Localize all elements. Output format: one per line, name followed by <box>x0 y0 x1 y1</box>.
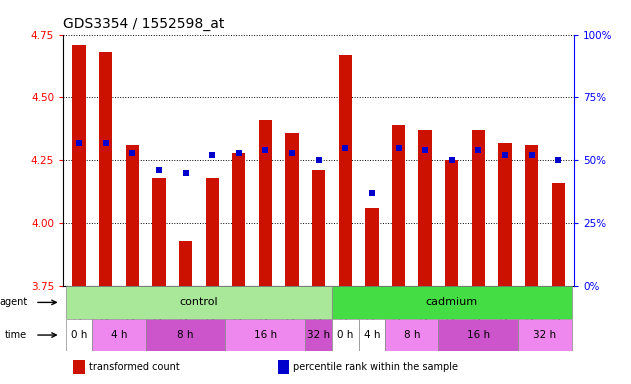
Point <box>420 147 430 153</box>
Point <box>367 190 377 196</box>
Bar <box>472 130 485 286</box>
Bar <box>66 319 92 351</box>
Bar <box>518 319 572 351</box>
Bar <box>225 319 305 351</box>
Bar <box>339 55 352 286</box>
Text: 0 h: 0 h <box>337 330 353 340</box>
Point <box>500 152 510 158</box>
Bar <box>445 161 458 286</box>
Bar <box>498 143 512 286</box>
Bar <box>152 178 165 286</box>
Text: control: control <box>180 297 218 308</box>
Bar <box>332 286 572 319</box>
Point <box>207 152 217 158</box>
Text: 8 h: 8 h <box>177 330 194 340</box>
Text: 16 h: 16 h <box>254 330 277 340</box>
Point <box>394 145 404 151</box>
Text: percentile rank within the sample: percentile rank within the sample <box>293 362 458 372</box>
Text: agent: agent <box>0 297 27 308</box>
Point <box>473 147 483 153</box>
Bar <box>305 319 332 351</box>
Bar <box>206 178 219 286</box>
Bar <box>285 132 298 286</box>
Bar <box>358 319 385 351</box>
Text: cadmium: cadmium <box>426 297 478 308</box>
Point <box>553 157 563 164</box>
Text: 4 h: 4 h <box>363 330 380 340</box>
Text: 32 h: 32 h <box>307 330 330 340</box>
Text: 4 h: 4 h <box>111 330 127 340</box>
Bar <box>66 286 332 319</box>
Bar <box>278 360 289 374</box>
Text: 32 h: 32 h <box>533 330 557 340</box>
Bar <box>232 153 245 286</box>
Text: GDS3354 / 1552598_at: GDS3354 / 1552598_at <box>63 17 225 31</box>
Bar <box>385 319 439 351</box>
Point <box>314 157 324 164</box>
Text: 0 h: 0 h <box>71 330 87 340</box>
Bar <box>99 52 112 286</box>
Bar <box>146 319 225 351</box>
Text: 16 h: 16 h <box>467 330 490 340</box>
Bar <box>92 319 146 351</box>
Bar <box>179 241 192 286</box>
Point <box>180 170 191 176</box>
Point <box>526 152 536 158</box>
Point <box>74 140 84 146</box>
Text: 8 h: 8 h <box>404 330 420 340</box>
Point <box>447 157 457 164</box>
Point <box>233 150 244 156</box>
Point <box>154 167 164 174</box>
Bar <box>418 130 432 286</box>
Point <box>287 150 297 156</box>
Point <box>127 150 138 156</box>
Bar <box>73 45 86 286</box>
Point <box>340 145 350 151</box>
Bar <box>365 208 379 286</box>
Bar <box>392 125 405 286</box>
Point <box>261 147 271 153</box>
Text: time: time <box>5 330 27 340</box>
Point <box>101 140 111 146</box>
Bar <box>73 360 85 374</box>
Bar <box>332 319 358 351</box>
Bar <box>439 319 518 351</box>
Bar <box>551 183 565 286</box>
Bar <box>259 120 272 286</box>
Text: transformed count: transformed count <box>88 362 179 372</box>
Bar <box>525 145 538 286</box>
Bar <box>312 170 326 286</box>
Bar <box>126 145 139 286</box>
